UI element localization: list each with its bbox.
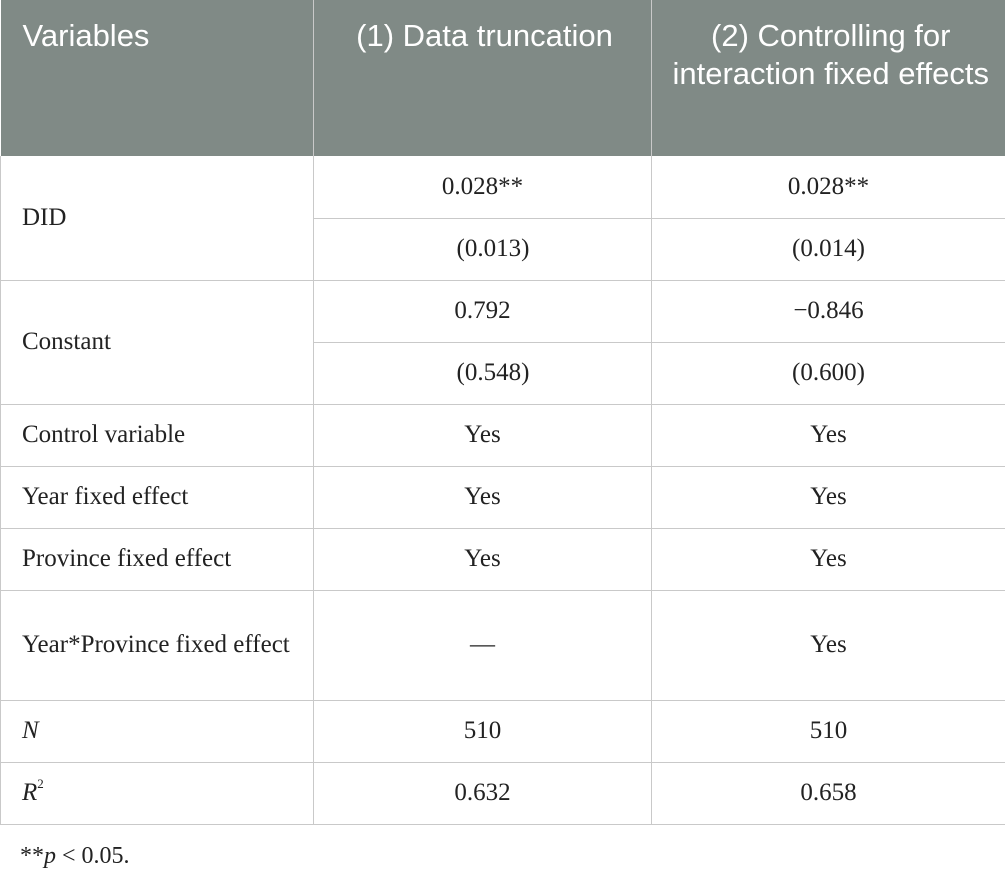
row-label-n: N: [0, 700, 314, 763]
table-header: Variables (1) Data truncation (2) Contro…: [0, 0, 1005, 156]
table-body: DID 0.028** 0.028** (0.013) (0.014) Cons…: [0, 156, 1005, 825]
table-row: Control variable Yes Yes: [0, 404, 1005, 467]
footnote-p-symbol: p: [44, 843, 56, 869]
cell-n-col2: 510: [651, 700, 1005, 763]
cell-control-col1: Yes: [313, 404, 652, 467]
cell-year-province-fe-col1: —: [313, 590, 652, 701]
footnote-stars: **: [20, 843, 44, 869]
cell-constant-col2-se: (0.600): [651, 342, 1005, 405]
row-label-did: DID: [0, 156, 314, 281]
table-row: (0.548) (0.600): [1, 342, 1005, 405]
cell-constant-col2-coef: −0.846: [651, 280, 1005, 343]
cell-year-fe-col2: Yes: [651, 466, 1005, 529]
header-col1: (1) Data truncation: [313, 0, 652, 156]
cell-r2-col2: 0.658: [651, 762, 1005, 825]
row-label-control: Control variable: [0, 404, 314, 467]
header-row: Variables (1) Data truncation (2) Contro…: [0, 0, 1005, 156]
header-variables: Variables: [0, 0, 314, 156]
significance-footnote: **p < 0.05.: [20, 843, 130, 870]
row-label-constant: Constant: [0, 280, 314, 405]
row-label-province-fe: Province fixed effect: [0, 528, 314, 591]
footnote-threshold: < 0.05.: [56, 843, 130, 869]
cell-did-col2-se: (0.014): [651, 218, 1005, 281]
table-row: N 510 510: [0, 700, 1005, 763]
table-row: DID 0.028** 0.028**: [0, 156, 1005, 281]
table-row: Constant 0.792 −0.846: [0, 280, 1005, 405]
row-label-year-fe: Year fixed effect: [0, 466, 314, 529]
cell-did-col1-coef: 0.028**: [313, 156, 652, 219]
regression-results-table: Variables (1) Data truncation (2) Contro…: [0, 0, 1005, 825]
cell-did-col1-se: (0.013): [313, 218, 652, 281]
cell-year-province-fe-col2: Yes: [651, 590, 1005, 701]
cell-province-fe-col1: Yes: [313, 528, 652, 591]
cell-r2-col1: 0.632: [313, 762, 652, 825]
cell-province-fe-col2: Yes: [651, 528, 1005, 591]
header-col2: (2) Controlling for interaction fixed ef…: [651, 0, 1005, 156]
row-label-r2: R2: [0, 762, 314, 825]
cell-constant-col1-se: (0.548): [313, 342, 652, 405]
table-row: Year fixed effect Yes Yes: [0, 466, 1005, 529]
cell-n-col1: 510: [313, 700, 652, 763]
table-row: Province fixed effect Yes Yes: [0, 528, 1005, 591]
table-row: R2 0.632 0.658: [0, 762, 1005, 825]
cell-year-fe-col1: Yes: [313, 466, 652, 529]
cell-control-col2: Yes: [651, 404, 1005, 467]
table-row: (0.013) (0.014): [1, 218, 1005, 281]
r2-superscript: 2: [37, 776, 44, 791]
row-label-year-province-fe: Year*Province fixed effect: [0, 590, 314, 701]
r2-symbol: R: [22, 779, 38, 806]
cell-did-col2-coef: 0.028**: [651, 156, 1005, 219]
cell-constant-col1-coef: 0.792: [313, 280, 652, 343]
table-row: Year*Province fixed effect — Yes: [0, 590, 1005, 701]
